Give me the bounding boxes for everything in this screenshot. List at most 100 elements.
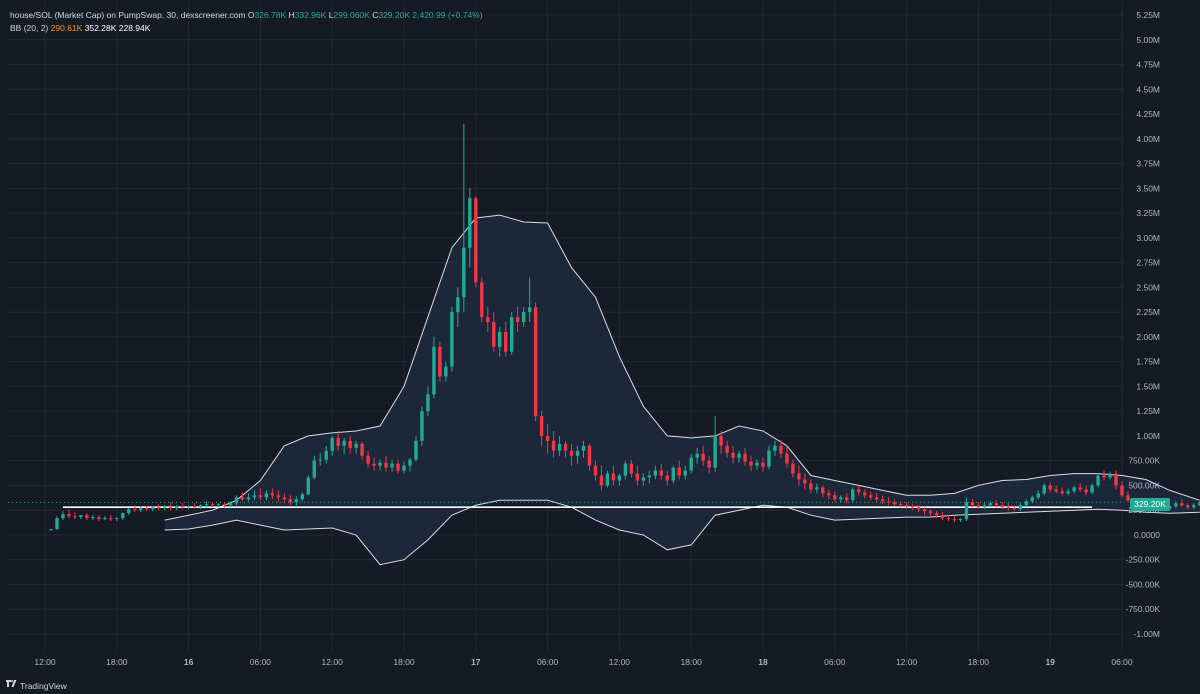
candle-body xyxy=(964,502,969,520)
candle-body xyxy=(779,445,783,454)
candle-body xyxy=(168,507,173,509)
candle-body xyxy=(103,518,107,520)
candle-body xyxy=(402,465,406,471)
y-tick-label: 1.00M xyxy=(1136,431,1160,441)
bollinger-band-fill xyxy=(164,215,1200,565)
bb-upper-value: 352.28K xyxy=(84,23,117,33)
candle-body xyxy=(743,453,747,462)
candle-body xyxy=(1096,475,1100,486)
x-tick-label: 06:00 xyxy=(250,657,272,667)
candle-body xyxy=(689,457,693,471)
x-tick-label: 06:00 xyxy=(537,657,559,667)
candle-body xyxy=(809,483,813,490)
candle-body xyxy=(240,497,245,500)
candle-body xyxy=(587,445,592,466)
candle-body xyxy=(67,514,71,517)
y-tick-label: 3.50M xyxy=(1136,183,1160,193)
candle-body xyxy=(372,463,376,466)
candle-body xyxy=(1066,491,1070,494)
candle-body xyxy=(617,475,622,481)
candle-body xyxy=(480,282,484,318)
candle-body xyxy=(115,518,119,520)
candle-body xyxy=(916,507,921,510)
level-line-layer xyxy=(8,501,1124,509)
candle-body xyxy=(1192,505,1196,508)
candle-body xyxy=(1024,501,1028,506)
candle-body xyxy=(557,443,562,451)
candle-body xyxy=(438,346,442,377)
y-tick-label: 2.25M xyxy=(1136,307,1160,317)
candle-body xyxy=(845,497,849,501)
open-value: 326.78K xyxy=(254,10,287,20)
candle-body xyxy=(450,312,454,367)
candle-body xyxy=(563,443,568,451)
x-tick-label: 17 xyxy=(471,657,481,667)
candle-body xyxy=(695,453,699,458)
candle-body xyxy=(312,460,316,478)
candle-body xyxy=(767,450,771,467)
candle-body xyxy=(1108,473,1112,478)
candle-body xyxy=(863,492,867,496)
candle-body xyxy=(521,312,526,323)
candle-body xyxy=(922,509,927,512)
y-tick-label: 1.75M xyxy=(1136,357,1160,367)
y-tick-label: 3.75M xyxy=(1136,159,1160,169)
candle-body xyxy=(198,505,203,508)
candle-body xyxy=(623,463,628,476)
candle-body xyxy=(851,489,855,501)
y-tick-label: 2.75M xyxy=(1136,258,1160,268)
high-label: H xyxy=(288,10,295,20)
x-tick-label: 12:00 xyxy=(322,657,344,667)
change-value: 2,420.99 (+0.74%) xyxy=(412,10,483,20)
candle-body xyxy=(270,493,275,496)
indicator-label[interactable]: BB (20, 2) xyxy=(10,23,49,33)
candle-body xyxy=(593,465,598,476)
candle-body xyxy=(133,509,137,511)
candle-body xyxy=(414,440,418,460)
candle-body xyxy=(677,467,681,476)
candle-body xyxy=(701,453,705,461)
candle-body xyxy=(318,459,322,461)
y-tick-label: 2.00M xyxy=(1136,332,1160,342)
candle-body xyxy=(408,459,412,466)
candle-body xyxy=(719,435,723,446)
candle-body xyxy=(300,494,304,500)
candle-body xyxy=(216,504,221,506)
x-tick-label: 12:00 xyxy=(609,657,631,667)
candle-body xyxy=(1180,503,1184,506)
y-tick-label: -1.00M xyxy=(1134,629,1160,639)
candle-body xyxy=(162,507,167,509)
x-tick-label: 12:00 xyxy=(34,657,56,667)
candle-body xyxy=(527,307,532,313)
candle-body xyxy=(647,475,652,478)
y-tick-label: 2.50M xyxy=(1136,282,1160,292)
candle-body xyxy=(210,504,215,506)
candle-body xyxy=(551,440,556,451)
candle-body xyxy=(288,499,293,503)
candle-body xyxy=(515,317,520,323)
x-tick-label: 06:00 xyxy=(1111,657,1133,667)
candle-body xyxy=(575,450,580,456)
candle-body xyxy=(635,473,640,481)
candle-body xyxy=(827,493,831,496)
x-tick-label: 18 xyxy=(758,657,768,667)
x-tick-label: 16 xyxy=(184,657,194,667)
y-tick-label: 750.00K xyxy=(1128,456,1160,466)
y-tick-label: -250.00K xyxy=(1126,555,1161,565)
candle-body xyxy=(910,506,915,508)
candle-body xyxy=(156,507,161,509)
candle-body xyxy=(1048,485,1052,490)
candle-body xyxy=(492,322,496,347)
candle-body xyxy=(1090,485,1094,493)
x-tick-label: 12:00 xyxy=(896,657,918,667)
tradingview-brand[interactable]: TradingView xyxy=(20,681,67,691)
tradingview-logo-icon[interactable] xyxy=(6,680,18,690)
candle-body xyxy=(874,497,879,500)
candle-body xyxy=(982,505,987,508)
symbol-title[interactable]: house/SOL (Market Cap) on PumpSwap, 30, … xyxy=(10,10,246,20)
candle-body xyxy=(1126,495,1130,501)
candle-body xyxy=(749,461,753,466)
bb-lower-value: 228.94K xyxy=(118,23,151,33)
